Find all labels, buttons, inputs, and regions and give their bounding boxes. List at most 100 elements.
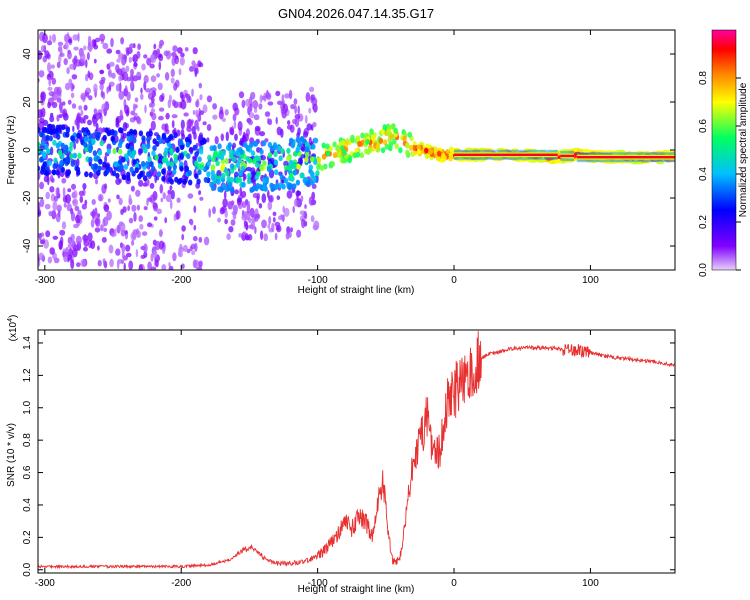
spectrogram-cell	[283, 207, 290, 217]
spectrogram-cell	[134, 97, 139, 103]
spectrogram-cell	[388, 141, 394, 148]
spectrogram-cell	[47, 86, 53, 91]
spectrogram-cell	[286, 155, 291, 162]
spectrogram-cell	[241, 99, 246, 109]
spectrogram-cell	[197, 126, 200, 132]
spectrogram-cell	[118, 158, 123, 165]
spectrogram-cell	[55, 212, 61, 223]
spectrogram-cell	[83, 104, 88, 111]
spectrogram-cell	[44, 203, 51, 210]
spectrogram-cell	[140, 160, 146, 167]
spectrogram-cell	[211, 156, 216, 163]
spectrogram-cell	[151, 112, 157, 121]
spectrogram-cell	[40, 91, 46, 102]
spectrogram-cell	[83, 246, 88, 252]
spectrogram-cell	[145, 131, 151, 138]
spectrogram-cell	[87, 70, 91, 78]
colorbar-tick-label: 0.8	[698, 71, 709, 85]
spectrogram-cell	[91, 199, 96, 205]
spectrogram-cell	[76, 158, 80, 167]
spectrogram-cell	[47, 62, 51, 73]
spectrogram-cell	[295, 147, 300, 154]
spectrogram-cell	[167, 99, 171, 109]
spectrogram-cell	[156, 208, 162, 215]
spectrogram-cell	[290, 227, 293, 233]
spectrogram-cell	[215, 160, 220, 167]
spectrogram-cell	[146, 136, 151, 143]
spectrogram-cell	[150, 75, 157, 83]
spectrogram-cell	[126, 252, 132, 258]
spectrogram-cell	[106, 210, 112, 221]
spectrogram-cell	[120, 37, 124, 45]
spectrogram-cell	[43, 169, 48, 176]
spectrogram-cell	[241, 181, 246, 188]
spectrogram-cell	[424, 153, 430, 160]
spectrogram-cell	[142, 175, 148, 182]
spectrogram-cell	[147, 156, 152, 163]
spectrogram-cell	[124, 104, 129, 115]
spectrogram-cell	[103, 227, 107, 232]
snr-y-multiplier-base: (x10	[8, 321, 19, 341]
spectrogram-cell	[179, 161, 184, 168]
spectrogram-cell	[132, 137, 137, 144]
spectrogram-cell	[335, 145, 340, 152]
spectrogram-cell	[85, 92, 90, 98]
spectrogram-cell	[268, 118, 273, 126]
spectrogram-y-axis-label: Frequency (Hz)	[6, 116, 17, 185]
spectrogram-cell	[57, 41, 64, 47]
spectrogram-cell	[72, 152, 78, 159]
spectrogram-cell	[59, 101, 63, 112]
spectrogram-cell	[69, 63, 75, 70]
spectrogram-cell	[319, 165, 325, 171]
spectrogram-cell	[367, 147, 373, 154]
spectrogram-cell	[83, 141, 88, 148]
snr-series-line	[38, 331, 675, 570]
spectrogram-cell	[97, 259, 102, 267]
spectrogram-cell	[159, 184, 164, 194]
figure-title: GN04.2026.047.14.35.G17	[278, 6, 434, 21]
spectrogram-cell	[295, 163, 301, 170]
spectrogram-cell	[582, 148, 591, 153]
spectrogram-cell	[255, 183, 261, 189]
spectrogram-cell	[199, 110, 205, 116]
spectrogram-cell	[74, 165, 79, 172]
spectrogram-cell	[239, 149, 244, 155]
spectrogram-cell	[61, 178, 67, 184]
spectrogram-cell	[203, 236, 210, 246]
spectrogram-cell	[424, 147, 429, 154]
spectrogram-cell	[398, 147, 403, 154]
spectrogram-cell	[61, 221, 67, 230]
spectrogram-cell	[157, 82, 163, 91]
spectrogram-cell	[84, 171, 89, 178]
spectrogram-cell	[301, 218, 306, 229]
spectrogram-cell	[340, 145, 345, 152]
spectrogram-cell	[128, 194, 132, 203]
spectrogram-cell	[260, 230, 264, 240]
spectrogram-cell	[129, 117, 136, 123]
spectrogram-cell	[183, 244, 188, 252]
spectrogram-cell	[116, 58, 121, 63]
spectrogram-cell	[133, 62, 138, 67]
spectrogram-cell	[171, 52, 177, 57]
spectrogram-cell	[300, 142, 306, 152]
spectrogram-cell	[46, 148, 51, 155]
spectrogram-cell	[252, 158, 257, 165]
spectrogram-cell	[296, 190, 299, 201]
spectrogram-cell	[87, 44, 93, 51]
spectrogram-cell	[212, 145, 217, 151]
spectrogram-cell	[164, 72, 170, 81]
spectrogram-cell	[72, 198, 79, 207]
spectrogram-cell	[66, 67, 70, 75]
spectrogram-cell	[110, 135, 115, 142]
spectrogram-cell	[292, 169, 298, 176]
spectrogram-cell	[140, 87, 143, 94]
spectrogram-cell	[123, 163, 129, 170]
spectrogram-cell	[266, 166, 272, 173]
spectrogram-cell	[102, 134, 107, 141]
spectrogram-cell	[170, 68, 175, 78]
spectrogram-cell	[402, 135, 407, 142]
spectrogram-cell	[88, 171, 94, 178]
spectrogram-cell	[147, 261, 152, 270]
spectrogram-cell	[146, 197, 149, 207]
